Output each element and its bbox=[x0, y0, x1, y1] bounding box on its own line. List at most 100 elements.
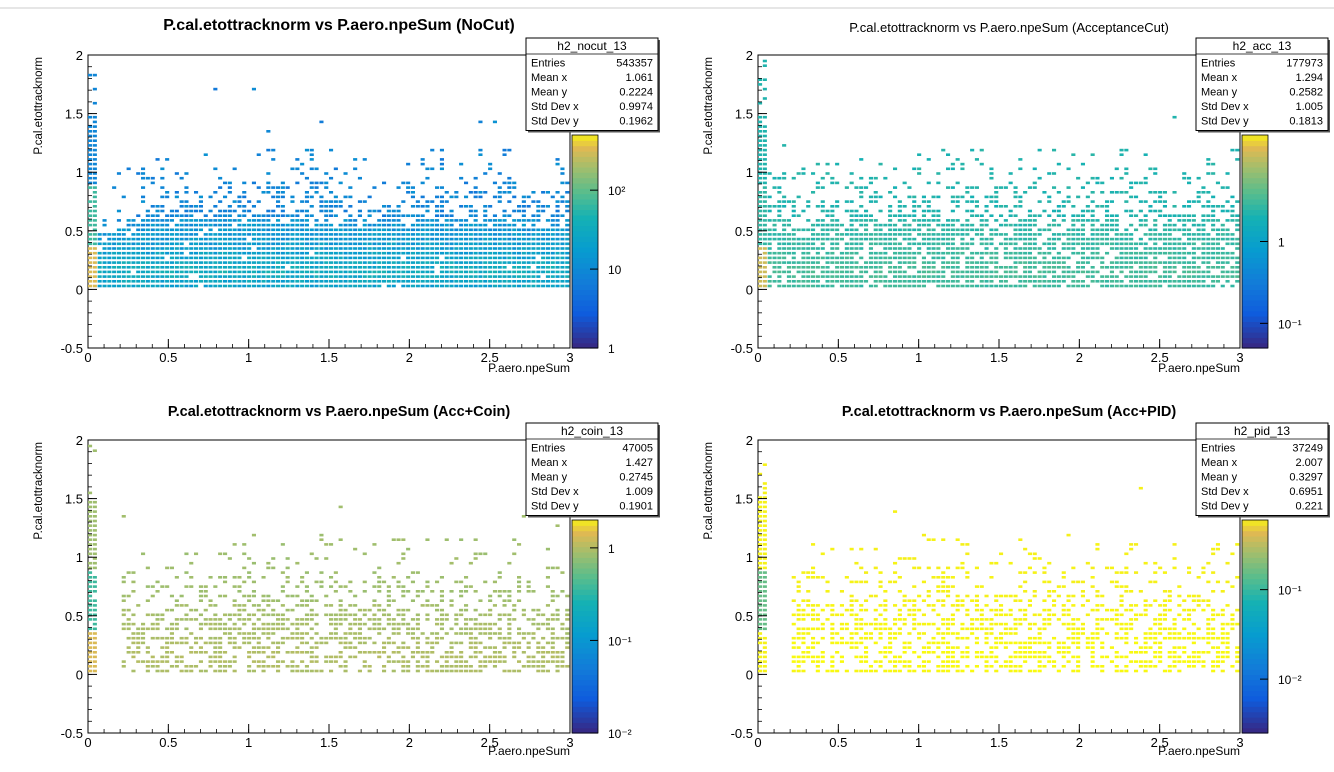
hist-bin bbox=[859, 191, 864, 194]
color-bar-step bbox=[572, 278, 598, 285]
hist-bin bbox=[1008, 223, 1013, 227]
hist-bin bbox=[92, 665, 97, 668]
hist-bin bbox=[247, 613, 252, 617]
hist-bin bbox=[473, 552, 478, 556]
hist-bin bbox=[1162, 237, 1167, 241]
hist-bin bbox=[507, 256, 512, 260]
x-tick-label: 0 bbox=[84, 350, 91, 365]
hist-bin bbox=[276, 270, 281, 274]
hist-bin bbox=[526, 580, 531, 584]
hist-bin bbox=[1182, 223, 1187, 227]
hist-bin bbox=[941, 280, 946, 283]
hist-bin bbox=[92, 538, 97, 541]
hist-bin bbox=[251, 594, 256, 598]
hist-bin bbox=[1148, 247, 1153, 250]
hist-bin bbox=[536, 651, 541, 654]
hist-bin bbox=[329, 223, 334, 227]
hist-bin bbox=[1148, 284, 1153, 288]
hist-bin bbox=[492, 280, 497, 283]
hist-bin bbox=[271, 242, 276, 246]
hist-bin bbox=[483, 655, 488, 659]
hist-bin bbox=[772, 266, 777, 269]
hist-bin bbox=[198, 622, 203, 626]
hist-bin bbox=[1182, 251, 1187, 255]
hist-bin bbox=[762, 233, 767, 236]
hist-bin bbox=[126, 219, 131, 222]
hist-bin bbox=[1013, 275, 1018, 278]
hist-bin bbox=[941, 251, 946, 255]
hist-bin bbox=[88, 655, 93, 659]
hist-bin bbox=[1090, 270, 1095, 274]
hist-bin bbox=[386, 590, 391, 593]
hist-bin bbox=[309, 594, 314, 598]
hist-bin bbox=[300, 256, 305, 260]
hist-bin bbox=[266, 665, 271, 668]
hist-bin bbox=[242, 261, 247, 264]
color-bar-step bbox=[572, 541, 598, 548]
hist-bin bbox=[560, 247, 565, 250]
hist-bin bbox=[251, 261, 256, 264]
hist-bin bbox=[353, 158, 358, 161]
hist-bin bbox=[439, 209, 444, 213]
hist-bin bbox=[820, 242, 825, 246]
hist-bin bbox=[223, 622, 228, 626]
hist-bin bbox=[92, 261, 97, 264]
hist-bin bbox=[1076, 214, 1081, 217]
hist-bin bbox=[796, 195, 801, 199]
hist-bin bbox=[227, 618, 232, 621]
hist-bin bbox=[348, 195, 353, 199]
hist-bin bbox=[830, 219, 835, 222]
hist-bin bbox=[979, 237, 984, 241]
hist-bin bbox=[126, 247, 131, 250]
hist-bin bbox=[261, 646, 266, 649]
hist-bin bbox=[377, 228, 382, 232]
hist-bin bbox=[203, 270, 208, 274]
hist-bin bbox=[946, 284, 951, 288]
hist-bin bbox=[391, 270, 396, 274]
hist-bin bbox=[420, 284, 425, 288]
hist-bin bbox=[1018, 237, 1023, 241]
hist-bin bbox=[261, 651, 266, 654]
hist-bin bbox=[1066, 167, 1071, 171]
hist-bin bbox=[169, 242, 174, 246]
hist-bin bbox=[1095, 228, 1100, 232]
hist-bin bbox=[136, 270, 141, 274]
hist-bin bbox=[256, 646, 261, 649]
hist-bin bbox=[362, 636, 367, 640]
hist-bin bbox=[256, 618, 261, 621]
hist-bin bbox=[256, 651, 261, 654]
hist-bin bbox=[304, 219, 309, 222]
color-bar-step bbox=[572, 562, 598, 569]
hist-bin bbox=[116, 219, 121, 222]
hist-bin bbox=[758, 669, 763, 673]
hist-bin bbox=[541, 651, 546, 654]
hist-bin bbox=[897, 242, 902, 246]
hist-bin bbox=[309, 613, 314, 617]
hist-bin bbox=[189, 242, 194, 246]
hist-bin bbox=[1052, 172, 1057, 175]
hist-bin bbox=[213, 205, 218, 208]
hist-bin bbox=[965, 261, 970, 264]
hist-bin bbox=[811, 275, 816, 278]
hist-bin bbox=[1153, 266, 1158, 269]
hist-bin bbox=[1153, 223, 1158, 227]
hist-bin bbox=[1162, 223, 1167, 227]
hist-bin bbox=[401, 665, 406, 668]
hist-bin bbox=[290, 219, 295, 222]
hist-bin bbox=[526, 270, 531, 274]
hist-bin bbox=[198, 200, 203, 203]
hist-bin bbox=[391, 209, 396, 213]
hist-bin bbox=[565, 608, 570, 612]
stats-row-label: Mean x bbox=[531, 457, 568, 469]
hist-bin bbox=[1032, 219, 1037, 222]
hist-bin bbox=[338, 223, 343, 227]
hist-bin bbox=[531, 618, 536, 621]
hist-bin bbox=[507, 284, 512, 288]
hist-bin bbox=[531, 284, 536, 288]
hist-bin bbox=[1148, 167, 1153, 171]
hist-bin bbox=[868, 284, 873, 288]
hist-bin bbox=[950, 237, 955, 241]
hist-bin bbox=[169, 651, 174, 654]
hist-bin bbox=[921, 242, 926, 246]
hist-bin bbox=[762, 148, 767, 152]
